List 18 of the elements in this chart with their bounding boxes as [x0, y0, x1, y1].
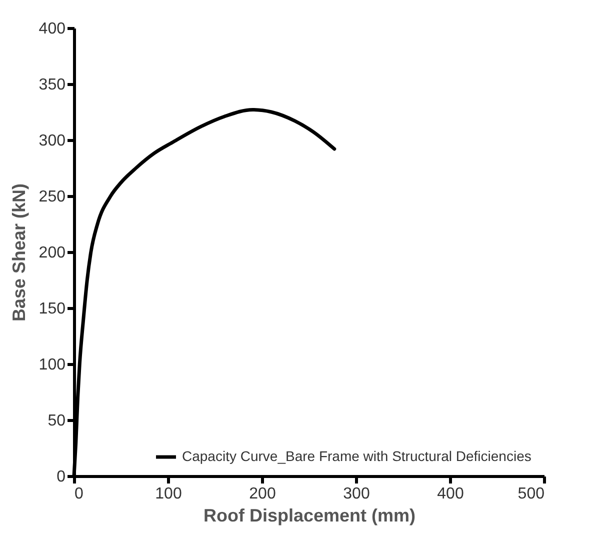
legend-label: Capacity Curve_Bare Frame with Structural Deficiencies	[182, 448, 532, 464]
y-tick-label: 200	[38, 244, 66, 262]
y-tick-label: 350	[38, 76, 66, 94]
x-tick-label: 200	[249, 486, 276, 502]
x-tick-label: 300	[343, 486, 370, 502]
x-tick-label: 100	[155, 486, 182, 502]
y-tick-label: 250	[38, 188, 66, 206]
y-tick-label: 0	[56, 468, 66, 486]
y-tick-label: 150	[38, 300, 66, 318]
y-tick-label: 400	[38, 20, 66, 38]
x-tick-label: 500	[518, 486, 545, 502]
x-tick-label: 0	[74, 486, 84, 502]
y-tick-label: 50	[48, 412, 66, 430]
y-tick-label: 300	[38, 132, 66, 150]
y-axis-title: Base Shear (kN)	[8, 183, 29, 322]
x-tick-label: 400	[437, 486, 464, 502]
x-axis-title: Roof Displacement (mm)	[203, 506, 416, 526]
y-tick-label: 100	[38, 356, 66, 374]
